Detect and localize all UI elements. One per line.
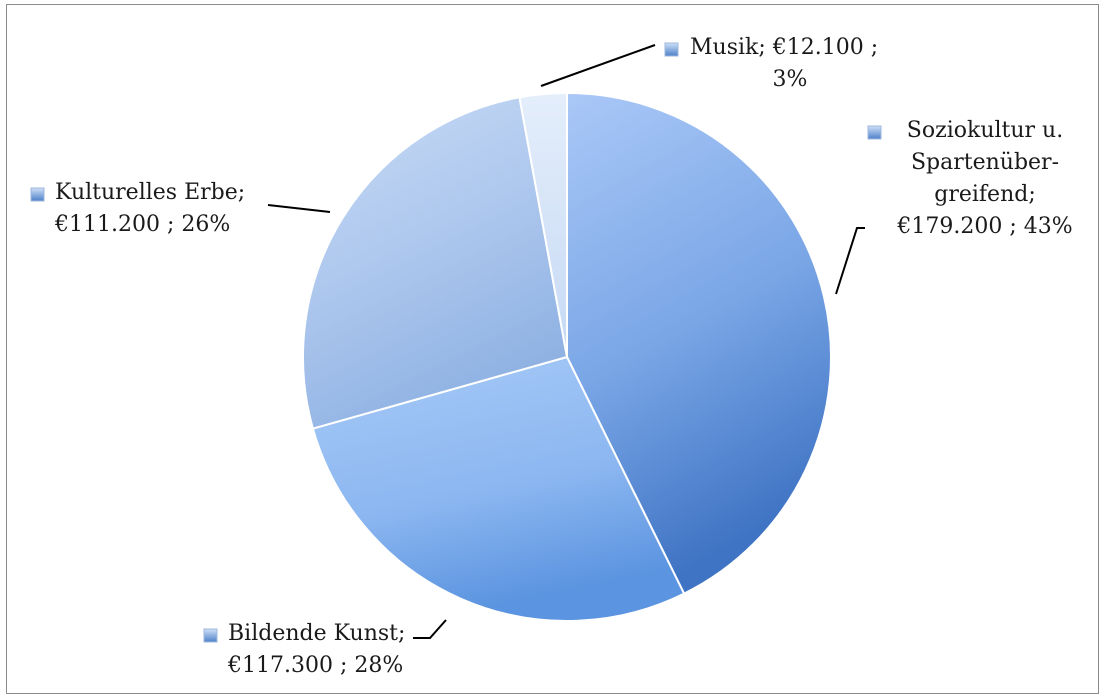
data-label-kulturelles-erbe-line-2: €111.200 ; 26%	[54, 212, 230, 237]
pie-slice-bildende-kunst	[311, 355, 686, 622]
legend-key-soziokultur-u-sparten-ber-greifend	[867, 125, 882, 140]
leader-lines	[267, 44, 865, 639]
data-label-kulturelles-erbe-line-1: Kulturelles Erbe;	[55, 180, 245, 205]
leader-line-musik	[540, 44, 656, 87]
data-label-musik-line-1: Musik; €12.100 ;	[690, 35, 878, 60]
legend-key-musik	[664, 42, 679, 57]
leader-line-bildende-kunst	[413, 619, 447, 639]
legend-key-bildende-kunst	[203, 628, 218, 643]
data-label-soziokultur-u-sparten-ber-greifend-line-2: Spartenüber-	[911, 150, 1059, 175]
data-label-soziokultur-u-sparten-ber-greifend-line-4: €179.200 ; 43%	[896, 214, 1072, 239]
legend-key-kulturelles-erbe	[30, 187, 45, 202]
pie-slice-musik	[518, 91, 568, 358]
data-label-soziokultur-u-sparten-ber-greifend-line-1: Soziokultur u.	[907, 118, 1063, 143]
leader-line-kulturelles-erbe	[267, 204, 331, 213]
pie-slice-kulturelles-erbe	[302, 96, 569, 430]
data-label-bildende-kunst-line-2: €117.300 ; 28%	[227, 653, 403, 678]
leader-line-soziokultur-u-sparten-ber-greifend	[835, 227, 865, 295]
data-labels: Soziokultur u. Spartenüber-greifend; €179.…	[30, 35, 1073, 678]
data-label-musik-line-2: 3%	[773, 67, 808, 92]
pie-slice-soziokultur-u-sparten-ber-greifend	[566, 91, 833, 595]
data-label-soziokultur-u-sparten-ber-greifend-line-3: greifend;	[934, 182, 1035, 207]
pie-slices	[302, 91, 833, 622]
data-label-bildende-kunst-line-1: Bildende Kunst;	[228, 621, 405, 646]
